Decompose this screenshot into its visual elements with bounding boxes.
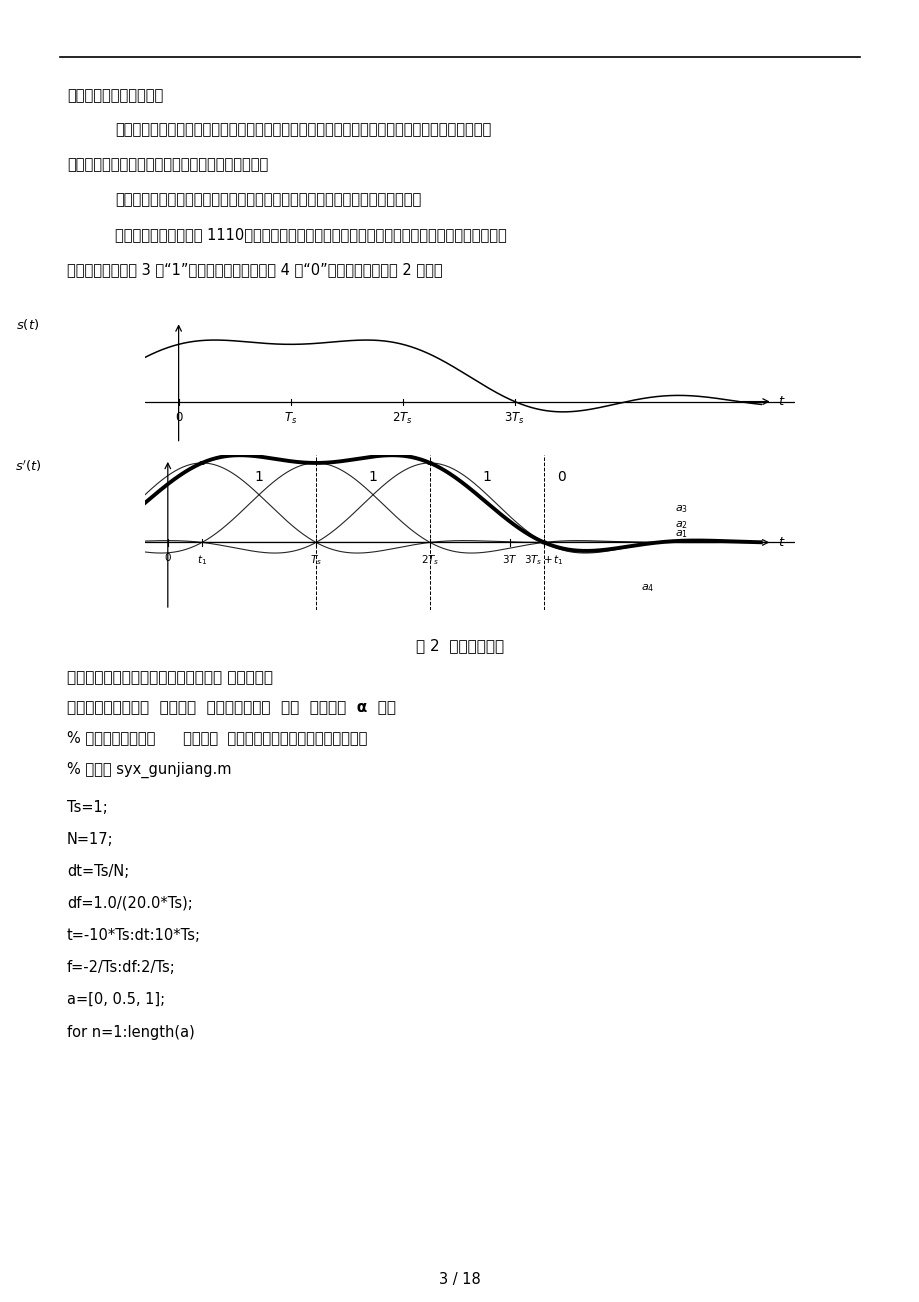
Text: 产生码间串扰，前 3 个“1”码的拖尾相继侵入到第 4 个“0”码的时隙中，如图 2 所示。: 产生码间串扰，前 3 个“1”码的拖尾相继侵入到第 4 个“0”码的时隙中，如图…	[67, 262, 442, 277]
Text: $a_2$: $a_2$	[675, 519, 687, 531]
Text: 码间串扰的定义：由于系统传输特性不良或加性噪声的影响，使信号波形发生畜变，造成收端判决: 码间串扰的定义：由于系统传输特性不良或加性噪声的影响，使信号波形发生畜变，造成收…	[115, 122, 491, 137]
Text: $a_3$: $a_3$	[675, 503, 687, 516]
Text: $2T_s$: $2T_s$	[420, 553, 439, 566]
Text: $s(t)$: $s(t)$	[17, 318, 40, 332]
Text: % 数字基带信号传输      码间串扰  升余弦滚降系统的频谱及其时域波形: % 数字基带信号传输 码间串扰 升余弦滚降系统的频谱及其时域波形	[67, 730, 367, 745]
Text: 0: 0	[175, 410, 182, 423]
Text: 0: 0	[165, 553, 171, 562]
Text: $s'(t)$: $s'(t)$	[15, 458, 41, 474]
Text: 发生码间串扰时，脉冲会被展宽，甚至重辭（串扰）到邻近时隙中去成为干扰。: 发生码间串扰时，脉冲会被展宽，甚至重辭（串扰）到邻近时隙中去成为干扰。	[115, 191, 421, 207]
Text: $3T_s+t_1$: $3T_s+t_1$	[524, 553, 563, 566]
Text: a=[0, 0.5, 1];: a=[0, 0.5, 1];	[67, 992, 165, 1006]
Text: $t$: $t$	[777, 395, 785, 408]
Text: 假如传输的一组码元是 1110、采用双极性码、经发送滤波器后变为升余弦波形所示。经过信道后: 假如传输的一组码元是 1110、采用双极性码、经发送滤波器后变为升余弦波形所示。…	[115, 227, 506, 242]
Text: 图 2  码间串扰示意: 图 2 码间串扰示意	[415, 638, 504, 654]
Text: 3 / 18: 3 / 18	[438, 1272, 481, 1286]
Text: 1: 1	[369, 470, 377, 484]
Text: for n=1:length(a): for n=1:length(a)	[67, 1025, 195, 1040]
Text: $t_1$: $t_1$	[197, 553, 207, 566]
Text: $T_s$: $T_s$	[310, 553, 322, 566]
Text: dt=Ts/N;: dt=Ts/N;	[67, 865, 129, 879]
Text: $a_4$: $a_4$	[641, 582, 653, 595]
Text: t=-10*Ts:dt:10*Ts;: t=-10*Ts:dt:10*Ts;	[67, 928, 200, 943]
Text: % 文件名 syx_gunjiang.m: % 文件名 syx_gunjiang.m	[67, 762, 232, 779]
Text: $3T_s$: $3T_s$	[504, 410, 525, 426]
Text: df=1.0/(20.0*Ts);: df=1.0/(20.0*Ts);	[67, 896, 193, 911]
Text: 0: 0	[556, 470, 565, 484]
Text: Ts=1;: Ts=1;	[67, 799, 108, 815]
Text: 升余弦升余弦滚降特性（数字基带信号 码间串扰）: 升余弦升余弦滚降特性（数字基带信号 码间串扰）	[67, 671, 273, 685]
Text: 1: 1	[255, 470, 263, 484]
Text: $t$: $t$	[777, 536, 785, 549]
Text: $a_1$: $a_1$	[675, 529, 687, 540]
Text: $3T$: $3T$	[502, 553, 517, 565]
Text: $T_s$: $T_s$	[284, 410, 297, 426]
Text: 是码间串扰和信道噪声。: 是码间串扰和信道噪声。	[67, 89, 163, 103]
Text: 标签：数字基带信号  码间串扰  升余弦滚降系统  频谱  时域波形  α  杂谈: 标签：数字基带信号 码间串扰 升余弦滚降系统 频谱 时域波形 α 杂谈	[67, 700, 395, 715]
Text: N=17;: N=17;	[67, 832, 114, 848]
Text: 上的困难，因而造成误码，这种现象称为码间串扰。: 上的困难，因而造成误码，这种现象称为码间串扰。	[67, 158, 268, 172]
Text: $2T_s$: $2T_s$	[391, 410, 413, 426]
Text: f=-2/Ts:df:2/Ts;: f=-2/Ts:df:2/Ts;	[67, 960, 176, 975]
Text: 1: 1	[482, 470, 491, 484]
